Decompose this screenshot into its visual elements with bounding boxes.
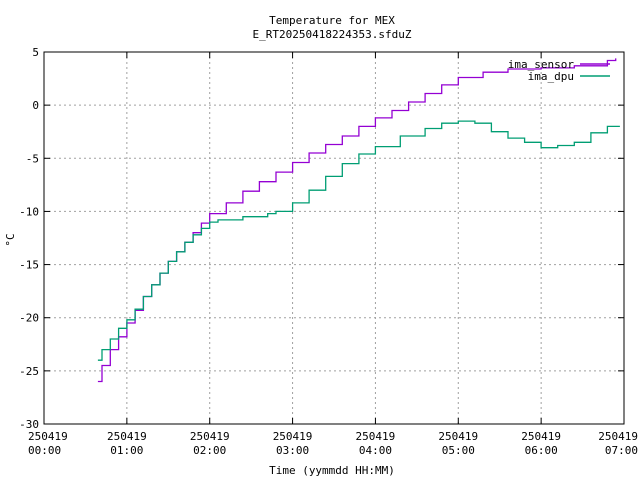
chart-subtitle: E_RT20250418224353.sfduZ xyxy=(253,28,412,41)
y-tick-label: -15 xyxy=(19,259,39,272)
axis-ticks: -30-25-20-15-10-50525041900:0025041901:0… xyxy=(19,46,638,457)
plot-border xyxy=(43,51,625,425)
series-line-ima-sensor xyxy=(97,58,617,383)
y-tick-label: -5 xyxy=(26,152,39,165)
y-tick-label: -25 xyxy=(19,365,39,378)
grid xyxy=(44,52,624,424)
legend-label-ima-dpu: ima_dpu xyxy=(528,70,574,83)
y-axis-label: °C xyxy=(4,233,17,246)
x-tick-label-date: 250419 xyxy=(598,430,638,443)
x-tick-label-time: 07:00 xyxy=(605,444,638,457)
x-tick-label-time: 00:00 xyxy=(28,444,61,457)
x-tick-label-time: 05:00 xyxy=(442,444,475,457)
y-tick-label: -20 xyxy=(19,312,39,325)
y-tick-label: 0 xyxy=(32,99,39,112)
x-tick-label-date: 250419 xyxy=(521,430,561,443)
x-tick-label-date: 250419 xyxy=(356,430,396,443)
y-tick-label: -10 xyxy=(19,205,39,218)
x-tick-label-time: 02:00 xyxy=(193,444,226,457)
x-tick-label-time: 03:00 xyxy=(276,444,309,457)
x-tick-label-date: 250419 xyxy=(28,430,68,443)
y-tick-label: -30 xyxy=(19,418,39,431)
legend-label-ima-sensor: ima_sensor xyxy=(508,58,575,71)
series-lines xyxy=(97,58,620,383)
x-tick-label-time: 01:00 xyxy=(110,444,143,457)
x-tick-label-date: 250419 xyxy=(273,430,313,443)
legend: ima_sensor ima_dpu xyxy=(508,58,610,83)
x-tick-label-date: 250419 xyxy=(107,430,147,443)
x-tick-label-date: 250419 xyxy=(438,430,478,443)
x-tick-label-time: 04:00 xyxy=(359,444,392,457)
chart-title: Temperature for MEX xyxy=(269,14,395,27)
series-line-ima-dpu xyxy=(97,120,620,361)
x-axis-label: Time (yymmdd HH:MM) xyxy=(269,464,395,477)
x-tick-label-date: 250419 xyxy=(190,430,230,443)
y-tick-label: 5 xyxy=(32,46,39,59)
x-tick-label-time: 06:00 xyxy=(525,444,558,457)
